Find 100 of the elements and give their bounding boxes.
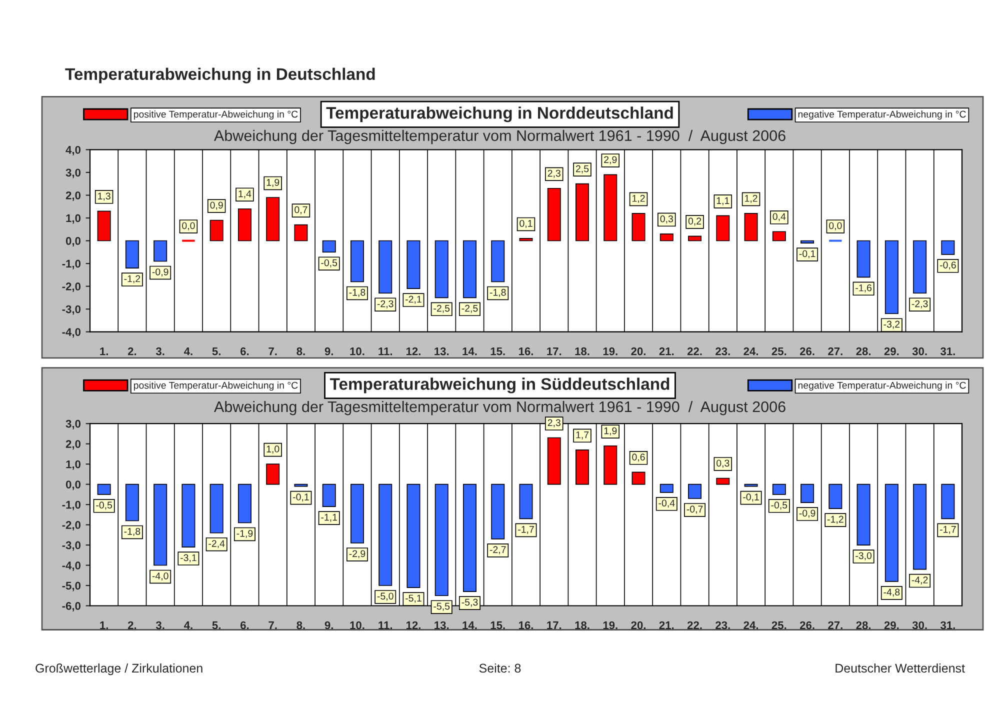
data-label: -1,9 <box>236 530 253 538</box>
bar <box>941 484 955 520</box>
bar <box>884 484 898 582</box>
data-label: -5,5 <box>434 602 450 611</box>
x-tick-label: 12. <box>406 621 420 630</box>
data-label: 1,2 <box>745 194 758 203</box>
text: Großwetterlage / Zirkulationen <box>36 663 202 676</box>
x-tick-label: 22. <box>687 347 702 356</box>
x-tick-label: 25. <box>772 621 786 630</box>
bar <box>406 484 420 588</box>
bar <box>210 484 224 534</box>
data-label: -1,1 <box>321 514 337 522</box>
x-tick-label: 30. <box>912 347 927 356</box>
x-tick-label: 8. <box>296 347 305 356</box>
data-label: -2,5 <box>434 304 450 313</box>
bar <box>744 484 758 487</box>
x-tick-label: 20. <box>631 621 646 630</box>
bar <box>800 240 814 244</box>
x-tick-label: 11. <box>378 348 392 356</box>
y-tick-label: 2,0 <box>66 191 81 201</box>
data-label: 0,6 <box>632 454 645 462</box>
x-tick-label: 27. <box>828 347 842 356</box>
legend-label: positive Temperatur-Abweichung in °C <box>134 382 298 391</box>
data-label: -2,4 <box>208 540 225 548</box>
x-tick-label: 1. <box>100 348 108 356</box>
bar <box>828 484 842 510</box>
bar <box>378 240 392 294</box>
bar <box>856 484 870 546</box>
x-tick-label: 12. <box>406 347 420 356</box>
bar <box>913 240 927 294</box>
y-tick-label: -1,0 <box>62 260 81 270</box>
data-label: -1,2 <box>827 516 844 524</box>
bar <box>688 236 702 242</box>
data-label: 0,1 <box>520 220 532 228</box>
bar <box>491 240 505 282</box>
bar <box>266 197 280 242</box>
x-tick-label: 23. <box>716 621 730 630</box>
data-label: 0,2 <box>688 218 702 226</box>
x-tick-label: 7. <box>268 348 277 356</box>
data-label: -3,2 <box>884 320 900 329</box>
x-tick-label: 26. <box>800 621 814 630</box>
data-label: -3,1 <box>180 554 196 562</box>
data-label: 1,9 <box>604 427 617 436</box>
x-tick-label: 31. <box>940 621 955 630</box>
x-tick-label: 23. <box>716 347 730 356</box>
x-tick-label: 2. <box>128 621 136 630</box>
bar <box>941 240 955 255</box>
x-tick-label: 16. <box>518 621 533 630</box>
legend-label: negative Temperatur-Abweichung in °C <box>798 382 966 391</box>
data-label: 0,9 <box>210 202 223 210</box>
bar <box>744 213 758 242</box>
text: Seite: 8 <box>479 663 521 673</box>
chart-subtitle: Abweichung der Tagesmitteltemperatur vom Normalwert 1961 - 1990 / August 2006 <box>214 400 786 416</box>
y-tick-label: -3,0 <box>62 541 81 551</box>
y-tick-label: -2,0 <box>62 521 81 531</box>
data-label: -0,9 <box>799 510 816 518</box>
text: Temperaturabweichung in Deutschland <box>65 68 375 84</box>
bar <box>182 484 196 548</box>
x-tick-label: 22. <box>687 621 702 630</box>
bar <box>856 240 870 278</box>
data-label: -1,7 <box>940 526 956 534</box>
data-label: -4,2 <box>912 576 928 585</box>
x-tick-label: 11. <box>378 621 392 630</box>
bar <box>660 233 674 242</box>
bar <box>800 484 814 503</box>
bar <box>688 484 702 499</box>
x-tick-label: 24. <box>744 347 758 356</box>
bar <box>519 238 533 242</box>
data-label: 1,4 <box>238 190 252 198</box>
y-tick-label: 3,0 <box>66 420 81 430</box>
x-tick-label: 5. <box>212 621 220 630</box>
data-label: -1,8 <box>124 528 140 536</box>
data-label: 1,7 <box>576 431 589 440</box>
data-label: -0,1 <box>799 250 816 258</box>
bar <box>238 484 252 524</box>
x-tick-label: 15. <box>490 621 505 630</box>
y-tick-label: -4,0 <box>62 562 81 572</box>
x-tick-label: 26. <box>800 347 814 356</box>
bar <box>434 240 448 298</box>
x-tick-label: 31. <box>940 347 955 356</box>
data-label: -0,7 <box>686 506 703 514</box>
data-label: -2,3 <box>912 300 928 308</box>
x-tick-label: 19. <box>603 347 618 356</box>
bar <box>266 464 280 485</box>
x-tick-label: 25. <box>772 347 786 356</box>
x-tick-label: 28. <box>856 621 871 630</box>
bar <box>97 484 111 495</box>
bar <box>125 240 139 268</box>
bar <box>519 484 533 520</box>
bar <box>772 231 786 242</box>
x-tick-label: 13. <box>434 621 449 630</box>
x-tick-label: 8. <box>296 621 305 630</box>
bar <box>125 484 139 522</box>
data-label: -1,6 <box>856 284 872 292</box>
data-label: 0,4 <box>772 213 786 222</box>
bar <box>913 484 927 570</box>
chart-title: Temperaturabweichung in Süddeutschland <box>330 378 670 394</box>
data-label: -1,2 <box>124 275 140 284</box>
legend-label: negative Temperatur-Abweichung in °C <box>798 110 966 120</box>
x-tick-label: 17. <box>547 621 562 630</box>
